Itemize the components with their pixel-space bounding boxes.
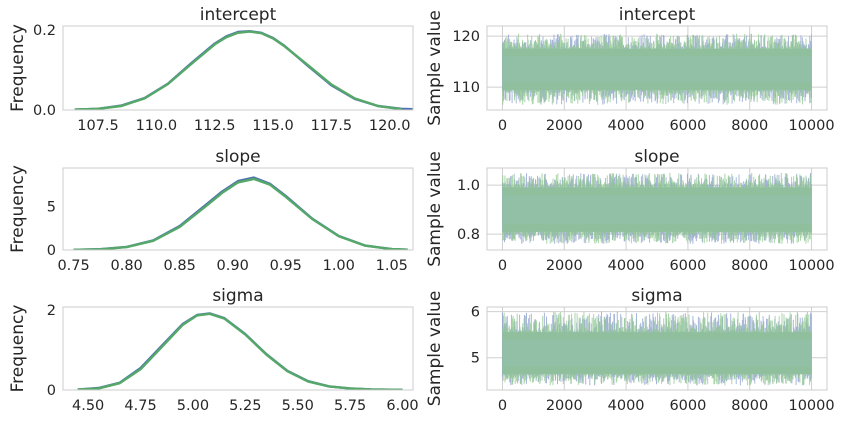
axes-frame (62, 167, 414, 251)
x-tick-label: 2000 (546, 398, 583, 414)
panel-intercept-trace: 0 2000 4000 6000 8000 10000 110 120 intercept Sam… (425, 5, 835, 134)
axes-frame (486, 167, 828, 251)
axes-frame (62, 306, 414, 391)
plot-area (502, 311, 812, 386)
axes-frame (486, 306, 828, 391)
density-line-chain-2 (73, 177, 408, 250)
x-tick-label: 8000 (731, 258, 768, 274)
y-tick-label: 1.0 (457, 178, 480, 194)
y-axis-label: Sample value (425, 291, 445, 407)
panel-title: slope (215, 147, 260, 167)
panel-slope-density: 0.75 0.80 0.85 0.90 0.95 1.00 1.05 0 5 slope Frequ… (8, 147, 414, 274)
y-axis-label: Sample value (425, 10, 445, 126)
panel-title: sigma (631, 286, 682, 306)
x-tick-label: 5.25 (229, 398, 261, 414)
x-tick-label: 4000 (608, 118, 645, 134)
density-line-chain-2 (74, 30, 402, 110)
y-tick-label: 120 (452, 29, 480, 45)
x-tick-label: 4.75 (124, 398, 156, 414)
x-tick-label: 115.0 (252, 118, 294, 134)
x-tick-label: 0 (498, 118, 507, 134)
x-tick-label: 8000 (731, 398, 768, 414)
trace-core (502, 339, 812, 367)
x-tick-label: 10000 (788, 398, 834, 414)
x-tick-label: 6000 (669, 118, 706, 134)
trace-core (502, 195, 812, 224)
panel-intercept-density: 107.5 110.0 112.5 115.0 117.5 120.0 0.0 0.2 inte… (8, 5, 414, 134)
x-tick-label: 5.50 (282, 398, 314, 414)
y-axis-label: Frequency (8, 24, 28, 112)
x-tick-label: 6000 (669, 258, 706, 274)
x-tick-label: 4.50 (72, 398, 104, 414)
x-tick-label: 1.05 (376, 258, 408, 274)
y-tick-label: 0.8 (457, 227, 480, 243)
x-tick-label: 1.00 (323, 258, 355, 274)
density-line-chain-1 (73, 176, 408, 250)
y-tick-label: 6 (471, 305, 480, 321)
panel-title: slope (634, 147, 679, 167)
x-tick-label: 112.5 (194, 118, 236, 134)
x-tick-label: 4000 (608, 258, 645, 274)
x-tick-label: 6000 (669, 398, 706, 414)
x-tick-label: 5.75 (334, 398, 366, 414)
axes-frame (486, 25, 828, 111)
x-tick-label: 6.00 (386, 398, 418, 414)
x-tick-label: 4000 (608, 398, 645, 414)
x-tick-label: 10000 (788, 118, 834, 134)
y-tick-label: 0.2 (33, 23, 56, 39)
panel-title: intercept (619, 5, 696, 25)
y-tick-label: 5 (471, 351, 480, 367)
y-axis-label: Frequency (8, 165, 28, 253)
panel-title: sigma (212, 286, 263, 306)
axes-frame (62, 25, 414, 111)
x-tick-label: 0.80 (110, 258, 142, 274)
panel-sigma-trace: 0 2000 4000 6000 8000 10000 5 6 sigma Sample valu… (425, 286, 835, 414)
plot-area (73, 176, 408, 250)
density-line-chain-2 (77, 312, 403, 390)
x-tick-label: 2000 (546, 118, 583, 134)
y-tick-label: 0 (47, 383, 56, 399)
plot-area (502, 33, 812, 105)
plot-area (77, 312, 403, 390)
x-tick-label: 0.90 (217, 258, 249, 274)
x-tick-label: 0.85 (164, 258, 196, 274)
x-tick-label: 107.5 (77, 118, 119, 134)
y-axis-label: Sample value (425, 151, 445, 267)
trace-core (502, 56, 812, 83)
x-tick-label: 117.5 (311, 118, 353, 134)
x-tick-label: 5.00 (177, 398, 209, 414)
panel-slope-trace: 0 2000 4000 6000 8000 10000 0.8 1.0 slope Sample … (425, 147, 835, 274)
x-tick-label: 8000 (731, 118, 768, 134)
y-tick-label: 0.0 (33, 103, 56, 119)
plot-area (74, 30, 413, 110)
y-axis-label: Frequency (8, 305, 28, 393)
y-tick-label: 0 (47, 243, 56, 259)
panel-title: intercept (200, 5, 277, 25)
panel-sigma-density: 4.50 4.75 5.00 5.25 5.50 5.75 6.00 0 2 sigma Frequ… (8, 286, 419, 414)
x-tick-label: 110.0 (136, 118, 178, 134)
x-tick-label: 120.0 (369, 118, 411, 134)
x-tick-label: 0.75 (57, 258, 89, 274)
x-tick-label: 2000 (546, 258, 583, 274)
density-line-chain-1 (74, 30, 413, 110)
y-tick-label: 2 (47, 303, 56, 319)
x-tick-label: 10000 (788, 258, 834, 274)
x-tick-label: 0.95 (270, 258, 302, 274)
y-tick-label: 110 (452, 80, 480, 96)
plot-area (502, 172, 812, 244)
y-tick-label: 5 (47, 199, 56, 215)
x-tick-label: 0 (498, 398, 507, 414)
x-tick-label: 0 (498, 258, 507, 274)
